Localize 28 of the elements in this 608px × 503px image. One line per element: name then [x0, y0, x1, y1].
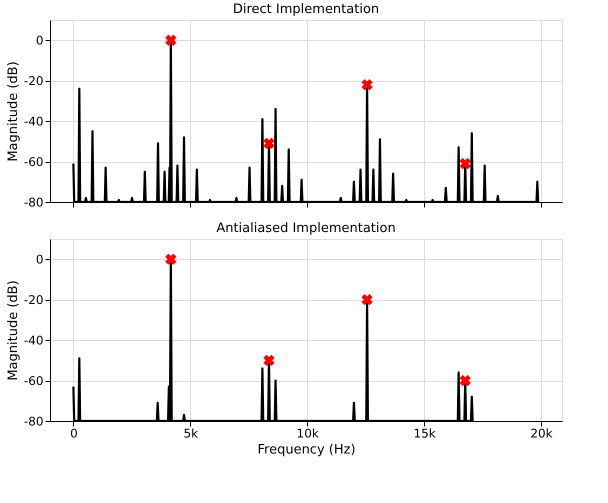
- y-axis-title: Magnitude (dB): [6, 61, 21, 162]
- y-tick-label: -60: [24, 374, 44, 388]
- y-tick-label: -80: [24, 196, 44, 210]
- x-tick-label: 5k: [183, 426, 198, 440]
- point: [460, 158, 471, 170]
- y-tick-label: -80: [24, 414, 44, 428]
- y-axis-title: Magnitude (dB): [6, 280, 21, 381]
- y-tick-label: -20: [24, 74, 44, 88]
- point: [361, 79, 373, 90]
- x-tick-label: 0: [70, 426, 78, 440]
- point: [263, 138, 275, 149]
- x-tick-label: 15k: [413, 426, 436, 440]
- chart-title: Antialiased Implementation: [216, 221, 396, 236]
- y-tick-label: 0: [36, 34, 44, 48]
- point: [460, 374, 471, 386]
- y-tick-label: -40: [24, 334, 44, 348]
- x-tick-label: 20k: [530, 426, 553, 440]
- point: [263, 354, 275, 366]
- y-tick-label: -60: [24, 155, 44, 170]
- chart-title: Direct Implementation: [232, 2, 380, 17]
- x-tick-label: 10k: [296, 426, 319, 440]
- point: [165, 254, 176, 265]
- y-tick-label: 0: [36, 252, 44, 267]
- point: [361, 294, 373, 306]
- y-tick-label: -40: [24, 114, 44, 129]
- y-tick-label: -20: [24, 293, 44, 308]
- point: [165, 34, 176, 46]
- x-axis-title: Frequency (Hz): [257, 442, 356, 458]
